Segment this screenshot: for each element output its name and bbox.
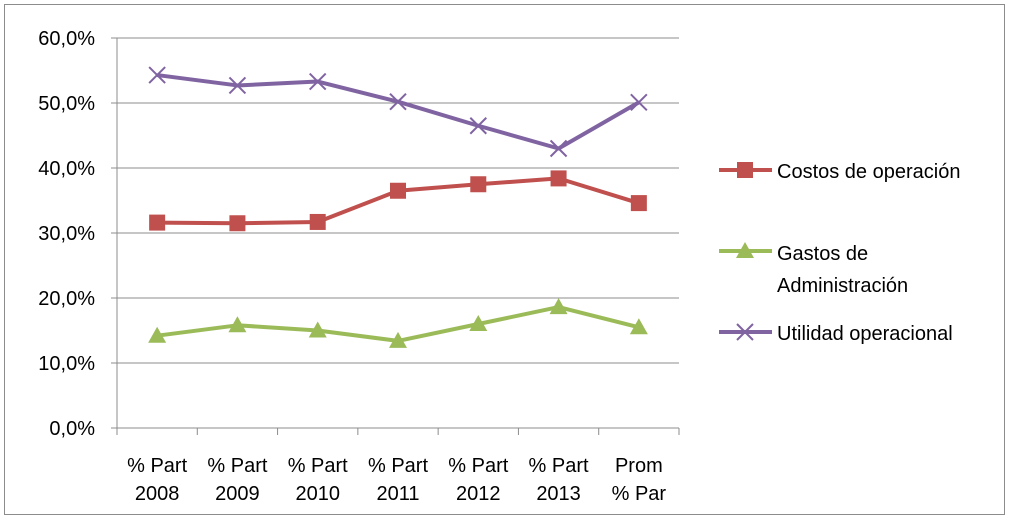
x-tick-label-line: 2011 xyxy=(376,483,419,505)
data-point-0-0 xyxy=(149,214,166,231)
data-point-2-5 xyxy=(549,139,568,158)
x-tick-label-line: 2008 xyxy=(135,483,180,505)
x-tick-label-line: % Part xyxy=(207,455,267,477)
x-tick-label-4: % Part 2012 xyxy=(448,455,508,505)
data-point-2-0 xyxy=(148,66,166,84)
x-tick-label-0: % Part 2008 xyxy=(127,455,187,505)
legend-swatch-marker-0 xyxy=(737,162,753,178)
y-tick-label-0: 0,0% xyxy=(49,418,95,440)
x-tick-label-line: % Par xyxy=(612,483,667,505)
data-point-2-6 xyxy=(630,93,648,112)
data-point-1-2 xyxy=(308,321,327,338)
data-point-0-4 xyxy=(470,176,487,193)
legend-label-2: Utilidad operacional xyxy=(777,323,953,345)
x-tick-label-line: % Part xyxy=(288,455,348,477)
legend-item-1: Gastos de Administración xyxy=(719,242,908,297)
y-tick-label-2: 20,0% xyxy=(38,288,95,310)
legend-item-0: Costos de operación xyxy=(719,161,960,183)
chart-frame xyxy=(4,4,1005,515)
legend-label-1: Gastos de xyxy=(777,243,868,265)
data-point-1-4 xyxy=(469,315,488,331)
x-tick-label-line: 2010 xyxy=(295,483,340,505)
data-point-0-3 xyxy=(390,182,406,199)
y-tick-label-6: 60,0% xyxy=(38,28,95,50)
x-tick-label-5: % Part 2013 xyxy=(529,455,589,505)
x-tick-label-line: 2013 xyxy=(536,483,581,505)
x-tick-label-line: Prom xyxy=(615,455,663,477)
x-tick-label-2: % Part 2010 xyxy=(288,455,348,505)
x-tick-label-line: % Part xyxy=(448,455,508,477)
data-point-0-6 xyxy=(630,195,647,212)
data-point-0-5 xyxy=(550,170,567,187)
data-point-2-2 xyxy=(309,72,327,91)
y-tick-label-5: 50,0% xyxy=(38,93,95,115)
data-point-2-1 xyxy=(228,76,247,95)
y-tick-label-3: 30,0% xyxy=(38,223,95,245)
series-line-2 xyxy=(156,73,640,151)
x-tick-label-1: % Part 2009 xyxy=(207,455,267,505)
legend-label-1: Administración xyxy=(777,275,908,297)
x-axis-tick-labels: % Part 2008 % Part 2009 % Part 2010 % Part 2011… xyxy=(127,455,666,505)
series-2 xyxy=(148,66,648,158)
x-tick-label-line: % Part xyxy=(127,455,187,477)
plot-series xyxy=(148,66,648,348)
x-tick-label-3: % Part 2011 xyxy=(368,455,428,505)
x-tick-label-6: Prom % Par xyxy=(612,455,667,505)
x-tick-label-line: % Part xyxy=(368,455,428,477)
y-tick-label-4: 40,0% xyxy=(38,158,95,180)
axes xyxy=(111,37,680,435)
x-tick-label-line: % Part xyxy=(529,455,589,477)
x-tick-label-line: 2009 xyxy=(215,483,260,505)
data-point-1-3 xyxy=(389,331,407,348)
x-tick-label-line: 2012 xyxy=(456,483,501,505)
data-point-1-6 xyxy=(629,318,648,335)
data-point-2-3 xyxy=(389,92,407,111)
data-point-1-1 xyxy=(228,316,247,333)
data-point-1-5 xyxy=(549,298,568,315)
data-point-2-4 xyxy=(469,117,487,135)
data-point-0-2 xyxy=(309,213,326,230)
legend-item-2: Utilidad operacional xyxy=(719,323,953,345)
y-axis-tick-labels: 0,0% 10,0% 20,0% 30,0% 40,0% 50,0% 60,0% xyxy=(38,28,95,440)
legend-swatch-marker-1 xyxy=(736,242,754,258)
y-tick-label-1: 10,0% xyxy=(38,353,95,375)
legend-swatch-marker-2 xyxy=(736,323,754,341)
legend-label-0: Costos de operación xyxy=(777,161,960,183)
series-0 xyxy=(149,170,647,232)
data-point-1-0 xyxy=(148,326,167,343)
data-point-0-1 xyxy=(229,215,246,232)
legend: Costos de operación Gastos de Administraci… xyxy=(719,161,960,345)
series-1 xyxy=(148,298,648,348)
